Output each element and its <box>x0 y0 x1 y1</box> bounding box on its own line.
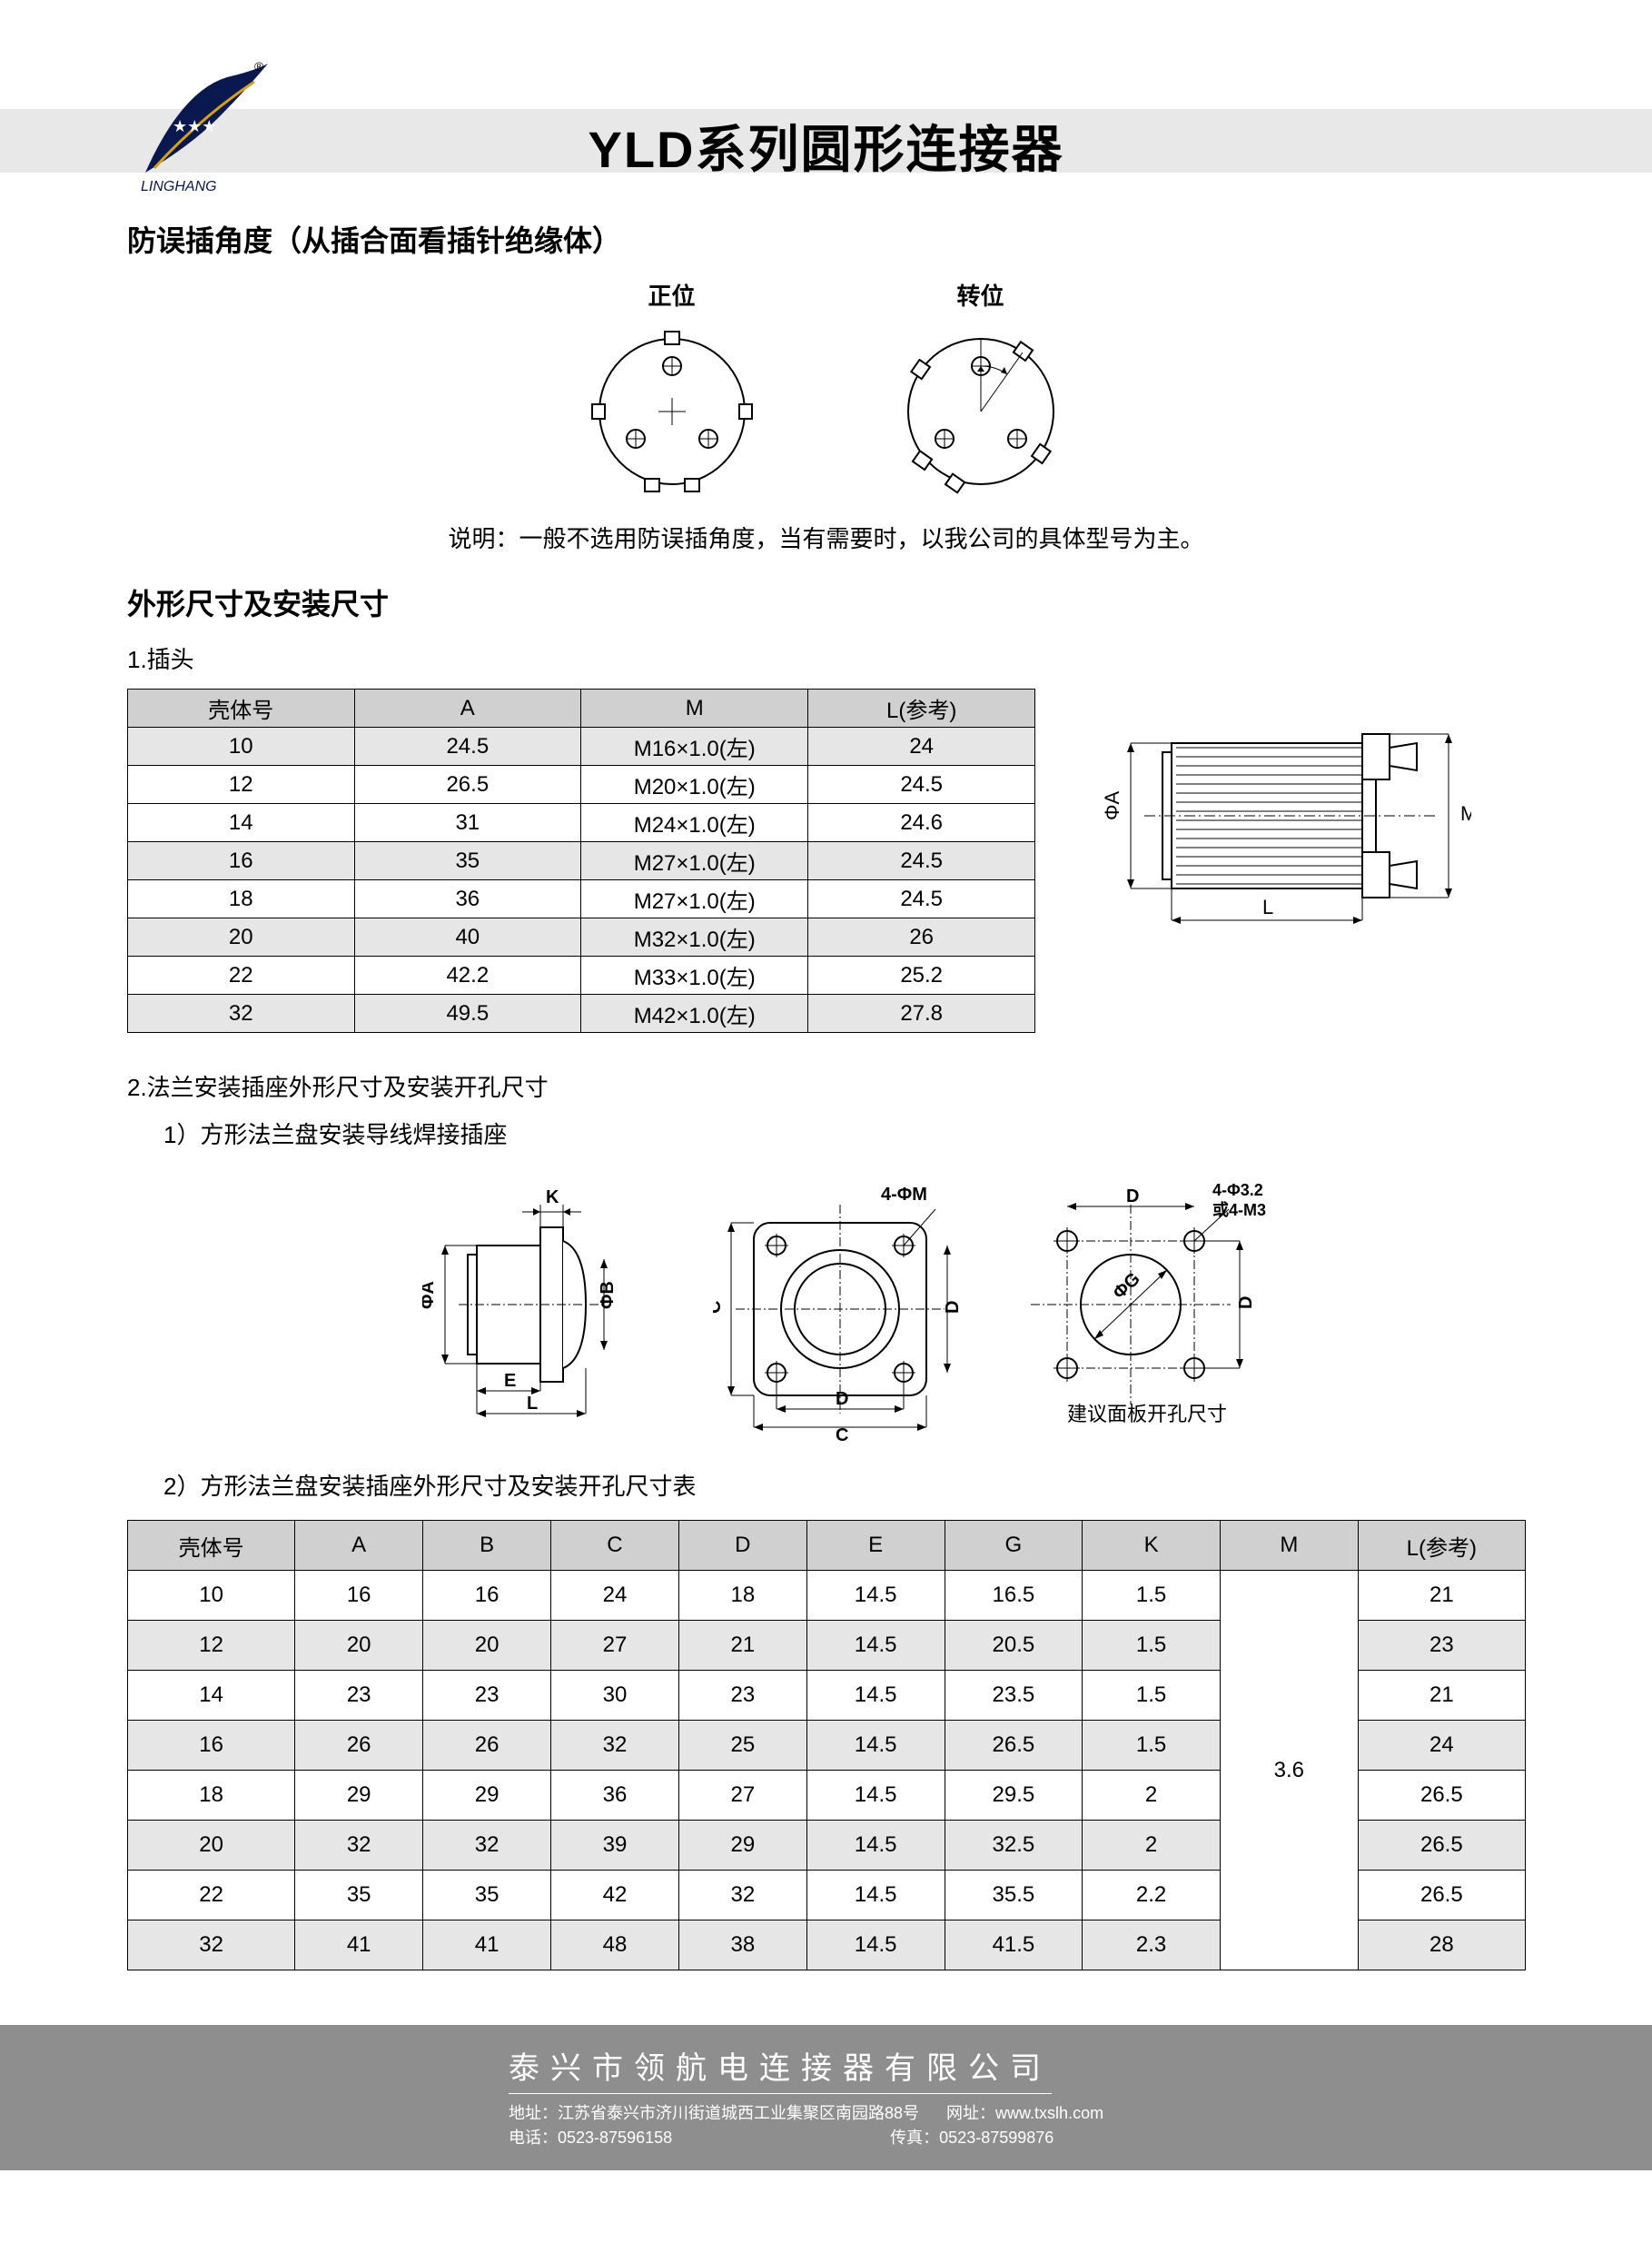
table-row: 1226.5M20×1.0(左)24.5 <box>128 766 1035 804</box>
table-header: M <box>1220 1521 1358 1571</box>
svg-text:L: L <box>1262 896 1273 918</box>
flange-drawings: K ΦA ΦB E L <box>182 1177 1525 1441</box>
svg-text:K: K <box>546 1187 559 1207</box>
svg-text:ΦA: ΦA <box>422 1281 438 1309</box>
table-row: 2040M32×1.0(左)26 <box>128 918 1035 957</box>
page-title: YLD系列圆形连接器 <box>0 109 1652 183</box>
angle-section-heading: 防误插角度（从插合面看插针绝缘体） <box>127 218 1525 260</box>
table-header: L(参考) <box>808 690 1035 728</box>
table-row: 3249.5M42×1.0(左)27.8 <box>128 995 1035 1033</box>
svg-text:D: D <box>836 1389 848 1409</box>
footer-tel: 0523-87596158 <box>558 2129 672 2147</box>
svg-text:D: D <box>1126 1186 1139 1206</box>
dimensions-heading: 外形尺寸及安装尺寸 <box>127 581 1525 623</box>
svg-text:D: D <box>1236 1296 1256 1309</box>
page-footer: 泰兴市领航电连接器有限公司 地址：江苏省泰兴市济川街道城西工业集聚区南园路88号… <box>0 2025 1652 2170</box>
svg-text:L: L <box>527 1394 538 1414</box>
svg-text:ΦB: ΦB <box>598 1281 618 1309</box>
footer-company: 泰兴市领航电连接器有限公司 <box>509 2043 1052 2094</box>
svg-text:®: ® <box>254 59 264 74</box>
table-row: 1836M27×1.0(左)24.5 <box>128 880 1035 918</box>
svg-text:ΦG: ΦG <box>1109 1269 1143 1304</box>
plug-sub-label: 1.插头 <box>127 641 1525 675</box>
angle-diagram-rotated <box>890 321 1072 502</box>
table-header: 壳体号 <box>128 690 355 728</box>
plug-dimensions-table: 壳体号AML(参考)1024.5M16×1.0(左)241226.5M20×1.… <box>127 689 1035 1033</box>
table-header: M <box>581 690 808 728</box>
svg-text:C: C <box>713 1301 725 1314</box>
table-row: 1635M27×1.0(左)24.5 <box>128 842 1035 880</box>
table-header: C <box>551 1521 679 1571</box>
table-header: A <box>354 690 581 728</box>
svg-text:ΦA: ΦA <box>1101 790 1123 820</box>
table-header: A <box>295 1521 423 1571</box>
flange-dimensions-table: 壳体号ABCDEGKML(参考)101616241814.516.51.53.6… <box>127 1520 1526 1970</box>
svg-text:M: M <box>1460 802 1471 825</box>
svg-text:建议面板开孔尺寸: 建议面板开孔尺寸 <box>1067 1403 1227 1425</box>
angle-diagram-normal <box>581 321 763 502</box>
flange-heading-2: 2.法兰安装插座外形尺寸及安装开孔尺寸 <box>127 1069 1525 1103</box>
svg-text:或4-M3: 或4-M3 <box>1212 1200 1266 1219</box>
table-header: G <box>945 1521 1083 1571</box>
angle-note: 说明：一般不选用防误插角度，当有需要时，以我公司的具体型号为主。 <box>127 521 1525 554</box>
table-header: E <box>806 1521 945 1571</box>
footer-web: www.txslh.com <box>995 2104 1103 2122</box>
table-row: 1431M24×1.0(左)24.6 <box>128 804 1035 842</box>
svg-text:C: C <box>836 1425 848 1441</box>
page-header: ★★★ LINGHANG ® YLD系列圆形连接器 <box>0 0 1652 191</box>
table-row: 101616241814.516.51.53.621 <box>128 1571 1526 1621</box>
flange-sub-2: 2）方形法兰盘安装插座外形尺寸及安装开孔尺寸表 <box>163 1468 1525 1502</box>
table-header: D <box>678 1521 806 1571</box>
flange-sub-1: 1）方形法兰盘安装导线焊接插座 <box>163 1117 1525 1150</box>
footer-web-label: 网址： <box>946 2104 995 2122</box>
angle-diagram-row: 正位 转位 <box>127 278 1525 507</box>
plug-side-drawing: ΦA M L <box>1090 689 1471 943</box>
table-header: 壳体号 <box>128 1521 295 1571</box>
table-header: K <box>1083 1521 1221 1571</box>
svg-text:4-ΦM: 4-ΦM <box>881 1185 927 1205</box>
table-header: L(参考) <box>1358 1521 1525 1571</box>
svg-text:E: E <box>504 1371 516 1391</box>
table-header: B <box>423 1521 551 1571</box>
svg-text:4-Φ3.2: 4-Φ3.2 <box>1212 1181 1263 1199</box>
footer-fax-label: 传真： <box>890 2129 939 2147</box>
svg-text:D: D <box>943 1301 963 1314</box>
footer-fax: 0523-87599876 <box>939 2129 1054 2147</box>
angle-right-caption: 转位 <box>890 278 1072 312</box>
footer-tel-label: 电话： <box>509 2129 558 2147</box>
angle-left-caption: 正位 <box>581 278 763 312</box>
table-row: 1024.5M16×1.0(左)24 <box>128 728 1035 766</box>
footer-address: 江苏省泰兴市济川街道城西工业集聚区南园路88号 <box>558 2104 919 2122</box>
table-row: 2242.2M33×1.0(左)25.2 <box>128 957 1035 995</box>
footer-address-label: 地址： <box>509 2104 558 2122</box>
